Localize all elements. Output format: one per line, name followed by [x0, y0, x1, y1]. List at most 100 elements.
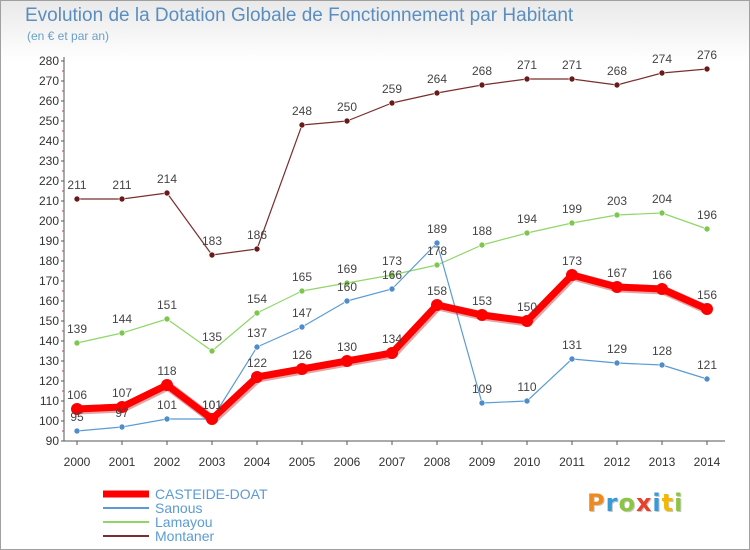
logo-letter: i [674, 489, 684, 517]
logo-letter: x [635, 489, 653, 517]
y-tick-label: 120 [39, 374, 59, 388]
data-point [388, 285, 396, 293]
x-tick-label: 2013 [649, 455, 676, 469]
data-point [208, 251, 216, 259]
data-point [251, 371, 263, 383]
x-tick-label: 2009 [469, 455, 496, 469]
data-label: 135 [202, 330, 222, 344]
data-label: 250 [337, 100, 357, 114]
data-label: 196 [697, 208, 717, 222]
data-point [568, 355, 576, 363]
data-point [298, 121, 306, 129]
data-label: 173 [562, 254, 582, 268]
data-point [476, 309, 488, 321]
y-tick-label: 230 [39, 154, 59, 168]
data-point [658, 209, 666, 217]
x-tick-label: 2000 [64, 455, 91, 469]
data-label: 151 [157, 298, 177, 312]
data-point [388, 271, 396, 279]
data-label: 259 [382, 82, 402, 96]
data-point [343, 297, 351, 305]
data-point [206, 413, 218, 425]
data-label: 271 [562, 58, 582, 72]
data-label: 173 [382, 254, 402, 268]
logo-letter: r [605, 489, 619, 517]
data-point [478, 241, 486, 249]
data-point [298, 287, 306, 295]
legend-label: CASTEIDE-DOAT [155, 486, 268, 502]
y-tick-label: 250 [39, 114, 59, 128]
x-tick-label: 2012 [604, 455, 631, 469]
data-label: 134 [382, 332, 402, 346]
data-label: 144 [112, 312, 132, 326]
data-point [433, 261, 441, 269]
data-point [73, 339, 81, 347]
y-tick-label: 190 [39, 234, 59, 248]
data-point [118, 195, 126, 203]
x-tick-label: 2014 [694, 455, 721, 469]
y-tick-label: 280 [39, 54, 59, 68]
data-point [386, 347, 398, 359]
data-label: 248 [292, 104, 312, 118]
data-label: 131 [562, 338, 582, 352]
data-label: 101 [202, 398, 222, 412]
data-point [703, 375, 711, 383]
y-tick-label: 270 [39, 74, 59, 88]
data-label: 101 [157, 398, 177, 412]
data-label: 107 [112, 386, 132, 400]
data-point [656, 283, 668, 295]
data-label: 276 [697, 48, 717, 62]
data-point [523, 229, 531, 237]
data-label: 156 [697, 288, 717, 302]
data-label: 166 [382, 268, 402, 282]
data-point [118, 423, 126, 431]
data-label: 160 [337, 280, 357, 294]
data-point [163, 315, 171, 323]
data-point [568, 75, 576, 83]
x-tick-label: 2001 [109, 455, 136, 469]
data-point [613, 81, 621, 89]
data-label: 101 [202, 398, 222, 412]
data-label: 121 [697, 358, 717, 372]
y-tick-label: 90 [46, 434, 60, 448]
data-point [568, 219, 576, 227]
data-point [253, 309, 261, 317]
y-tick-label: 170 [39, 274, 59, 288]
series-line [76, 68, 708, 256]
data-label: 165 [292, 270, 312, 284]
data-point [208, 347, 216, 355]
data-label: 194 [517, 212, 537, 226]
data-label: 139 [67, 322, 87, 336]
data-point [703, 225, 711, 233]
data-point [163, 415, 171, 423]
data-label: 211 [112, 178, 131, 192]
data-label: 274 [652, 52, 672, 66]
data-point [613, 359, 621, 367]
y-tick-label: 160 [39, 294, 59, 308]
data-point [118, 329, 126, 337]
data-label: 97 [115, 406, 129, 420]
data-label: 183 [202, 234, 222, 248]
y-tick-label: 260 [39, 94, 59, 108]
data-point [658, 69, 666, 77]
x-tick-label: 2004 [244, 455, 271, 469]
x-tick-label: 2011 [559, 455, 585, 469]
data-point [566, 269, 578, 281]
data-point [116, 401, 128, 413]
data-label: 95 [70, 410, 84, 424]
data-label: 109 [472, 382, 492, 396]
x-tick-label: 2010 [514, 455, 541, 469]
data-point [253, 245, 261, 253]
chart-title: Evolution de la Dotation Globale de Fonc… [25, 5, 574, 26]
data-label: 203 [607, 194, 627, 208]
proxiti-logo: Proxiti [587, 489, 683, 517]
legend-label: Lamayou [155, 514, 213, 530]
data-point [343, 117, 351, 125]
data-label: 130 [337, 340, 357, 354]
data-label: 204 [652, 192, 672, 206]
y-tick-label: 240 [39, 134, 59, 148]
y-tick-label: 140 [39, 334, 59, 348]
data-point [478, 81, 486, 89]
